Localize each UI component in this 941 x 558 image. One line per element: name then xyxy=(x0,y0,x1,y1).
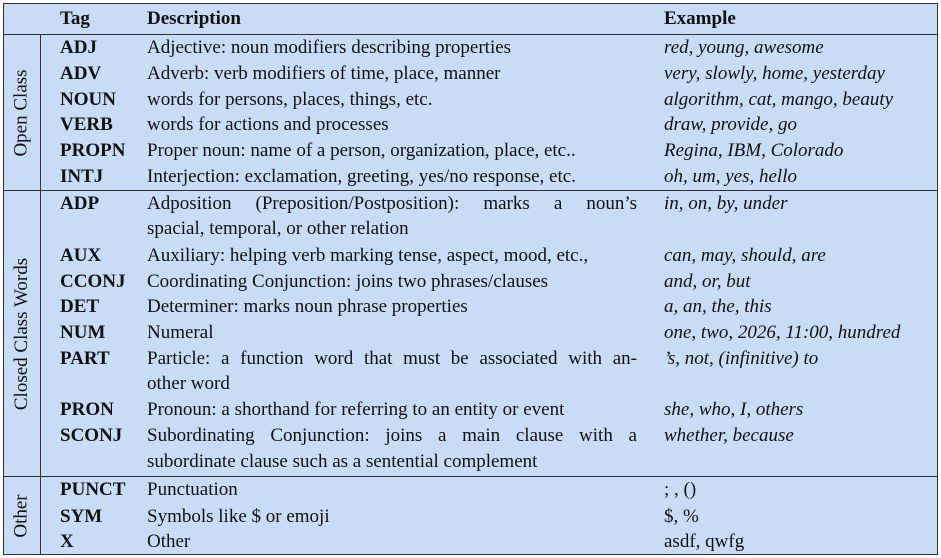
description-cell: Symbols like $ or emoji xyxy=(147,506,330,527)
description-cell: words for actions and processes xyxy=(147,114,389,135)
description-cell-line1: Adposition (Preposition/Postposition): m… xyxy=(147,193,637,214)
tag-cell: PROPN xyxy=(60,140,126,161)
tag-cell: VERB xyxy=(60,114,113,135)
description-cell: Determiner: marks noun phrase properties xyxy=(147,296,468,317)
header-description: Description xyxy=(147,8,241,29)
group-divider-closed-other xyxy=(4,476,937,477)
header-example: Example xyxy=(664,8,736,29)
example-cell: red, young, awesome xyxy=(664,37,824,58)
example-cell: a, an, the, this xyxy=(664,296,772,317)
example-cell: asdf, qwfg xyxy=(664,531,745,552)
description-cell-line2: other word xyxy=(147,373,230,394)
header-tag: Tag xyxy=(60,8,90,29)
description-cell: Interjection: exclamation, greeting, yes… xyxy=(147,166,576,187)
tag-cell: AUX xyxy=(60,245,102,266)
example-cell: Regina, IBM, Colorado xyxy=(664,140,844,161)
example-cell: one, two, 2026, 11:00, hundred xyxy=(664,322,901,343)
example-cell: whether, because xyxy=(664,425,794,446)
description-cell: Pronoun: a shorthand for referring to an… xyxy=(147,399,565,420)
description-cell: Other xyxy=(147,531,191,552)
description-cell: Auxiliary: helping verb marking tense, a… xyxy=(147,245,589,266)
example-cell: very, slowly, home, yesterday xyxy=(664,63,885,84)
example-cell: she, who, I, others xyxy=(664,399,804,420)
tag-cell: DET xyxy=(60,296,100,317)
example-cell: algorithm, cat, mango, beauty xyxy=(664,89,894,110)
tag-cell: PRON xyxy=(60,399,114,420)
example-cell: oh, um, yes, hello xyxy=(664,166,797,187)
example-cell: in, on, by, under xyxy=(664,193,788,214)
tag-cell: ADJ xyxy=(60,37,97,58)
description-cell: Adjective: noun modifiers describing pro… xyxy=(147,37,512,58)
tag-cell: INTJ xyxy=(60,166,104,187)
tag-cell: PUNCT xyxy=(60,479,126,500)
tag-cell: ADV xyxy=(60,63,102,84)
tag-cell: NOUN xyxy=(60,89,116,110)
pos-tag-table: Tag Description Example Open Class Close… xyxy=(3,3,938,555)
example-cell: $, % xyxy=(664,506,699,527)
description-cell-line1: Subordinating Conjunction: joins a main … xyxy=(147,425,637,446)
description-cell: Proper noun: name of a person, organizat… xyxy=(147,140,576,161)
example-cell: ; , () xyxy=(664,479,697,500)
tag-cell: SYM xyxy=(60,506,103,527)
description-cell: Coordinating Conjunction: joins two phra… xyxy=(147,271,549,292)
tag-cell: CCONJ xyxy=(60,271,126,292)
tag-cell: PART xyxy=(60,348,110,369)
description-cell-line2: spacial, temporal, or other relation xyxy=(147,218,409,239)
description-cell: Punctuation xyxy=(147,479,238,500)
description-cell: Adverb: verb modifiers of time, place, m… xyxy=(147,63,501,84)
description-cell: Numeral xyxy=(147,322,214,343)
example-cell: ’s, not, (infinitive) to xyxy=(664,348,819,369)
header-divider xyxy=(4,34,937,35)
tag-cell: ADP xyxy=(60,193,100,214)
example-cell: can, may, should, are xyxy=(664,245,826,266)
tag-cell: NUM xyxy=(60,322,106,343)
description-cell: words for persons, places, things, etc. xyxy=(147,89,433,110)
example-cell: draw, provide, go xyxy=(664,114,797,135)
group-label-closed-class: Closed Class Words xyxy=(11,257,32,410)
description-cell-line2: subordinate clause such as a sentential … xyxy=(147,451,538,472)
group-label-other: Other xyxy=(11,494,33,538)
description-cell-line1: Particle: a function word that must be a… xyxy=(147,348,637,369)
example-cell: and, or, but xyxy=(664,271,751,292)
tag-cell: SCONJ xyxy=(60,425,123,446)
group-column-divider xyxy=(40,34,41,554)
group-label-open-class: Open Class xyxy=(11,68,33,157)
tag-cell: X xyxy=(60,531,74,552)
group-divider-open-closed xyxy=(4,190,937,191)
